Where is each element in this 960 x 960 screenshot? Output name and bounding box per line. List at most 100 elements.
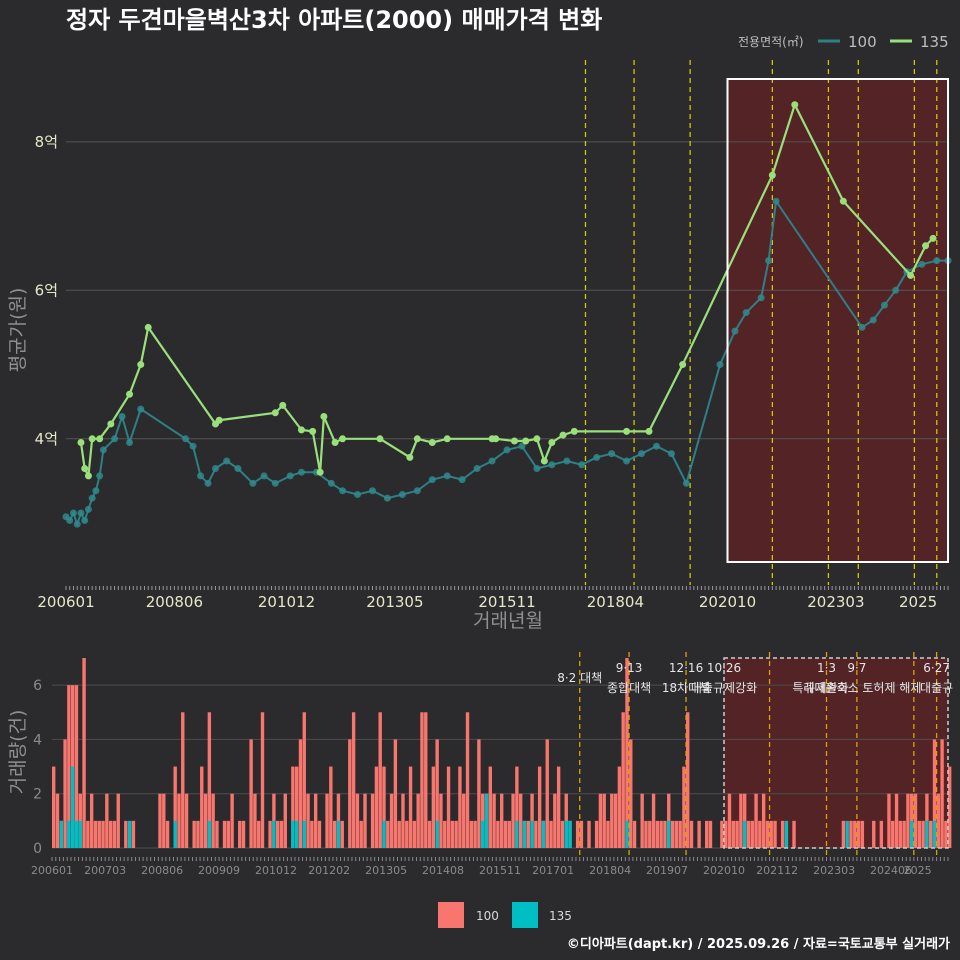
series-135-point xyxy=(215,416,223,424)
bar-100 xyxy=(556,766,561,848)
chart-title: 정자 두견마을벽산3차 아파트(2000) 매매가격 변화 xyxy=(66,6,602,34)
bar-100 xyxy=(462,793,466,848)
bottom-x-tick-labels: 200601 200703 200806 200909 201012 201202 2013… xyxy=(31,864,932,877)
series-100-point xyxy=(383,494,391,502)
series-100-point xyxy=(742,309,750,317)
series-100-point xyxy=(458,476,466,484)
series-100-point xyxy=(234,464,242,472)
series-100-point xyxy=(88,494,96,502)
series-135-point xyxy=(84,472,92,480)
bar-100 xyxy=(682,766,686,848)
bar-100 xyxy=(735,820,739,848)
series-100-point xyxy=(757,294,765,302)
bar-100 xyxy=(200,766,204,848)
annotation-date: 9·13 xyxy=(616,661,643,675)
bar-100 xyxy=(545,739,549,848)
bar-100 xyxy=(253,793,257,848)
bar-100 xyxy=(750,820,754,848)
bar-100 xyxy=(329,766,333,848)
series-100-point xyxy=(66,516,74,524)
bar-135 xyxy=(564,820,568,848)
bottom-panel: 8·2 대책 9·13 종합대책 12·16 18차대책 10·26 대출규제강화 1·3 규제… xyxy=(7,652,953,928)
bar-100 xyxy=(101,820,105,848)
bar-100 xyxy=(184,793,189,848)
bar-100 xyxy=(853,820,857,848)
series-135-point xyxy=(533,435,541,443)
series-135-point xyxy=(77,439,85,446)
x-tick-label: 202406 xyxy=(870,864,912,877)
series-100-point xyxy=(638,450,646,458)
y-axis-title: 평균가(원) xyxy=(7,288,29,373)
x-tick-label: 2025 xyxy=(899,593,937,611)
bar-100 xyxy=(754,793,758,848)
series-100-point xyxy=(69,509,77,517)
series-100-point xyxy=(731,327,739,335)
series-100-point xyxy=(880,301,888,309)
bar-100 xyxy=(408,766,413,848)
bar-135 xyxy=(127,820,132,848)
bar-100 xyxy=(332,820,337,848)
series-100-point xyxy=(260,472,268,480)
bar-135 xyxy=(291,820,295,848)
bar-100 xyxy=(469,820,474,848)
bar-100 xyxy=(294,766,299,848)
bar-100 xyxy=(249,739,253,848)
bar-100 xyxy=(598,793,603,848)
bar-100 xyxy=(606,820,610,848)
bar-100 xyxy=(769,820,773,848)
series-100-point xyxy=(398,490,406,498)
bar-100 xyxy=(644,820,648,848)
series-100-point xyxy=(503,446,511,454)
bar-100 xyxy=(720,820,724,848)
bar-100 xyxy=(412,820,417,848)
x-minor-ticks xyxy=(65,586,949,590)
series-135-point xyxy=(522,437,530,445)
bar-100 xyxy=(526,820,530,848)
bar-100 xyxy=(165,820,170,848)
bar-135 xyxy=(568,820,572,848)
bar-100 xyxy=(348,739,352,848)
y-tick-label: 4억 xyxy=(35,430,58,448)
series-100-point xyxy=(204,479,212,487)
bar-100 xyxy=(439,793,443,848)
series-135-point xyxy=(297,426,305,434)
bar-100 xyxy=(89,793,94,848)
series-135-point xyxy=(406,453,414,461)
bar-100 xyxy=(651,793,656,848)
bar-100 xyxy=(932,739,937,848)
bar-100 xyxy=(705,820,709,848)
series-100-point xyxy=(608,450,616,458)
y-tick-label: 8억 xyxy=(35,133,58,151)
bar-135 xyxy=(70,766,75,848)
series-135 xyxy=(77,101,937,480)
bar-100 xyxy=(112,820,117,848)
bar-100 xyxy=(74,685,79,848)
series-135-point xyxy=(320,413,328,421)
series-135-point xyxy=(376,435,384,443)
x-tick-label: 200703 xyxy=(84,864,126,877)
bar-100 xyxy=(773,820,777,848)
bar-100 xyxy=(431,766,436,848)
y-tick-label: 4 xyxy=(33,732,42,748)
series-100-point xyxy=(111,435,119,443)
series-100-point xyxy=(473,464,481,472)
series-100-point xyxy=(77,509,85,517)
series-135-point xyxy=(540,457,548,465)
bar-100 xyxy=(613,793,618,848)
series-100-point xyxy=(533,464,541,472)
bar-100 xyxy=(936,793,940,848)
bar-100 xyxy=(424,712,428,848)
series-100-point xyxy=(858,323,866,331)
series-100-point xyxy=(126,439,134,446)
bar-135 xyxy=(742,820,747,848)
bar-100 xyxy=(640,793,644,848)
bar-100 xyxy=(359,820,363,848)
bar-100 xyxy=(450,820,455,848)
y-gridlines xyxy=(66,141,948,440)
bar-100 xyxy=(746,820,751,848)
series-100-point xyxy=(99,446,107,454)
bar-100 xyxy=(534,820,538,848)
bar-100 xyxy=(435,739,439,848)
bar-100 xyxy=(929,820,933,848)
bar-100 xyxy=(587,820,591,848)
